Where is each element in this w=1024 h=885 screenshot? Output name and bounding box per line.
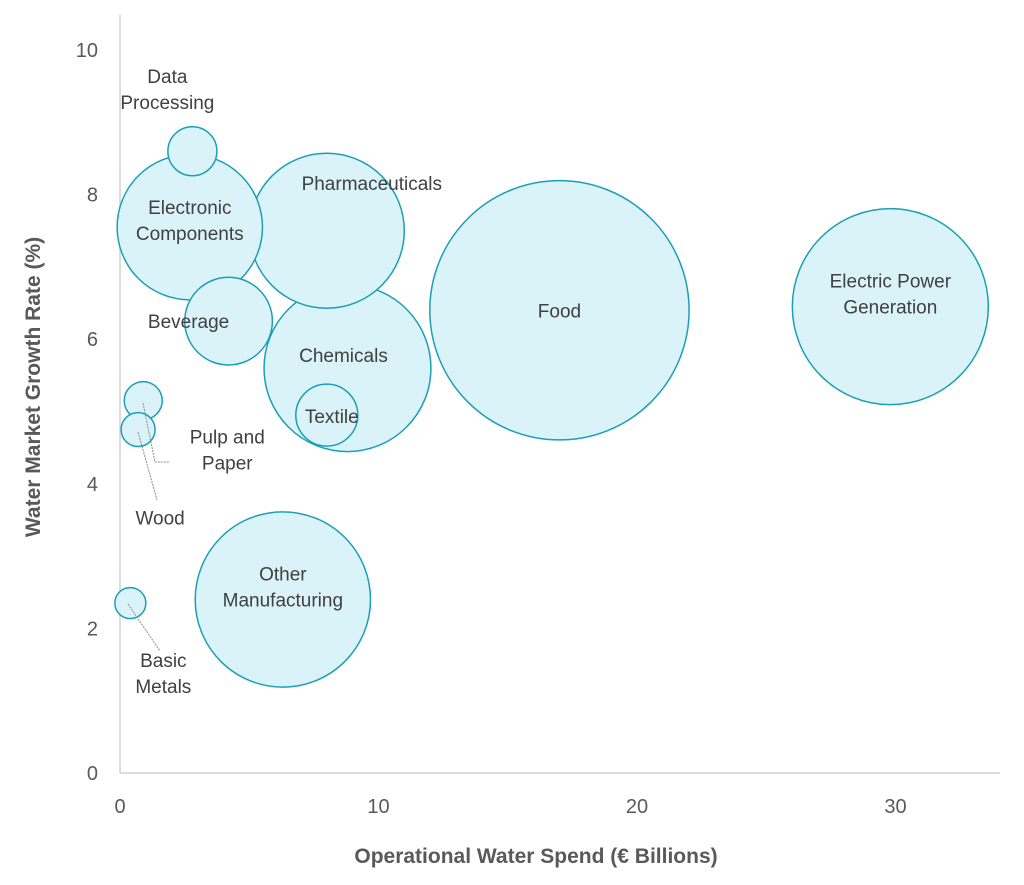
plot-area xyxy=(119,15,1000,774)
leader-lines xyxy=(127,402,170,652)
y-tick-label: 4 xyxy=(87,474,98,496)
bubble-label-line: Pharmaceuticals xyxy=(302,174,442,195)
bubble-label-beverage: Beverage xyxy=(148,312,229,333)
bubble-label-line: Components xyxy=(136,224,244,245)
bubble-label-line: Electronic xyxy=(148,198,231,219)
bubble-label-line: Pulp and xyxy=(190,428,265,449)
bubble-label-food: Food xyxy=(538,301,581,322)
y-tick-label: 8 xyxy=(87,185,98,207)
bubble-label-electronic-components: Electronic Components xyxy=(136,198,244,245)
bubble-beverage xyxy=(183,276,274,366)
x-tick-label: 30 xyxy=(884,796,906,818)
bubble-food xyxy=(429,179,690,441)
bubbles xyxy=(114,125,990,688)
y-tick-label: 0 xyxy=(87,763,98,785)
bubble-label-basic-metals: Basic Metals xyxy=(135,651,191,698)
x-tick-label: 0 xyxy=(114,796,125,818)
y-tick-labels: 0 2 4 6 8 10 xyxy=(76,40,98,785)
bubble-label-line: Generation xyxy=(843,298,937,319)
bubble-label-line: Electric Power xyxy=(830,272,952,293)
bubble-electric-power-generation xyxy=(791,207,990,406)
bubble-label-line: Beverage xyxy=(148,312,229,333)
bubble-label-textile: Textile xyxy=(305,407,359,428)
leader-line-pulp-and-paper xyxy=(142,402,170,463)
y-tick-label: 10 xyxy=(76,40,98,62)
bubble-label-line: Basic xyxy=(140,651,186,672)
bubble-label-data-processing: Data Processing xyxy=(120,67,214,114)
bubble-label-line: Data xyxy=(147,67,188,88)
bubble-label-line: Chemicals xyxy=(299,346,388,367)
leader-line-basic-metals xyxy=(127,603,161,652)
bubble-label-pharmaceuticals: Pharmaceuticals xyxy=(302,174,442,195)
bubble-wood xyxy=(120,411,156,448)
bubble-other-manufacturing xyxy=(194,511,372,688)
y-tick-label: 2 xyxy=(87,618,98,640)
bubble-label-line: Processing xyxy=(120,93,214,114)
bubble-data-processing xyxy=(167,125,218,177)
bubble-label-electric-power-generation: Electric Power Generation xyxy=(830,272,952,319)
bubble-label-line: Other xyxy=(259,564,307,585)
bubble-basic-metals xyxy=(114,586,147,620)
bubble-label-pulp-and-paper: Pulp and Paper xyxy=(190,428,265,475)
bubble-label-line: Textile xyxy=(305,407,359,428)
bubble-textile xyxy=(295,383,359,447)
y-axis-title: Water Market Growth Rate (%) xyxy=(22,237,45,537)
bubble-label-line: Food xyxy=(538,301,581,322)
bubble-label-other-manufacturing: Other Manufacturing xyxy=(223,564,343,611)
y-tick-label: 6 xyxy=(87,329,98,351)
x-tick-label: 10 xyxy=(367,796,389,818)
bubble-label-chemicals: Chemicals xyxy=(299,346,388,367)
bubble-label-line: Metals xyxy=(135,677,191,698)
bubble-label-wood: Wood xyxy=(135,509,184,530)
bubble-label-line: Paper xyxy=(202,454,253,475)
x-tick-label: 20 xyxy=(626,796,648,818)
bubble-label-line: Manufacturing xyxy=(223,590,343,611)
leader-line-wood xyxy=(137,431,158,501)
x-tick-labels: 0 10 20 30 xyxy=(114,796,906,818)
x-axis-title: Operational Water Spend (€ Billions) xyxy=(354,845,717,868)
bubble-label-line: Wood xyxy=(135,509,184,530)
bubble-labels: Data Processing Electronic Components Pharma… xyxy=(120,67,951,698)
